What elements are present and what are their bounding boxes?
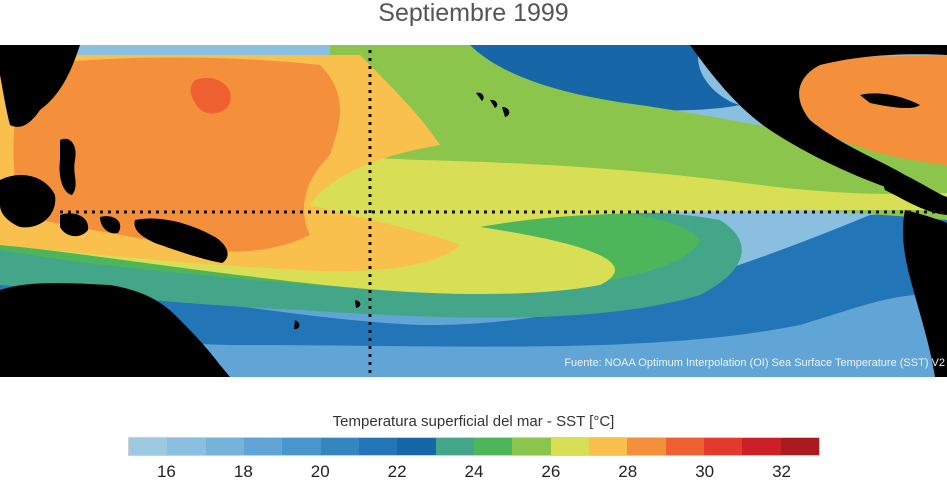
colorbar-swatch (282, 438, 321, 455)
colorbar-swatch (129, 438, 168, 455)
colorbar-tick-label: 16 (156, 462, 176, 481)
sst-band-tropics-22 (0, 210, 947, 347)
map-title: Septiembre 1999 (378, 0, 569, 27)
colorbar-tick-label: 18 (233, 462, 253, 481)
sst-band-caribbean (789, 55, 947, 165)
colorbar (128, 437, 820, 456)
colorbar-tick-label: 24 (464, 462, 484, 481)
land-cuba (860, 93, 920, 109)
colorbar-swatch (358, 438, 398, 455)
sst-band-29 (13, 57, 340, 252)
colorbar-tick-label: 30 (695, 462, 715, 481)
sst-band-30-hotspot (190, 77, 231, 114)
colorbar-swatch (665, 438, 704, 455)
colorbar-tick-label: 26 (541, 462, 561, 481)
land-borneo (0, 175, 56, 228)
land-south-america (902, 210, 947, 377)
colorbar-tick-label: 32 (772, 462, 792, 481)
colorbar-swatch (167, 438, 206, 455)
land-central-america (880, 175, 947, 215)
land-asia (0, 45, 80, 127)
colorbar-swatch (473, 438, 513, 455)
colorbar-ticks: 16 18 20 22 24 26 28 30 32 (128, 462, 820, 481)
colorbar-swatch (588, 438, 628, 455)
colorbar-title: Temperatura superficial del mar - SST [°… (332, 413, 615, 430)
colorbar-swatch (397, 438, 436, 455)
colorbar-tick-label: 28 (618, 462, 638, 481)
sst-map: Fuente: NOAA Optimum Interpolation (OI) … (0, 45, 947, 377)
colorbar-swatch (205, 438, 244, 455)
land-philippines (59, 138, 76, 195)
colorbar-tick-label: 20 (310, 462, 330, 481)
land-australia (0, 282, 230, 377)
colorbar-swatch (627, 438, 666, 455)
colorbar-swatch (703, 438, 743, 455)
source-attribution: Fuente: NOAA Optimum Interpolation (OI) … (564, 357, 945, 369)
colorbar-swatch (512, 438, 551, 455)
colorbar-swatch (320, 438, 359, 455)
land-north-america (690, 45, 947, 205)
sst-map-canvas (0, 45, 947, 377)
colorbar-swatch (780, 438, 819, 455)
colorbar-swatch (742, 438, 781, 455)
land-hawaii (476, 92, 510, 117)
colorbar-swatch (550, 438, 589, 455)
land-indonesia-islands (60, 213, 121, 237)
land-new-guinea (134, 218, 228, 263)
colorbar-swatch (243, 438, 283, 455)
colorbar-tick-label: 22 (387, 462, 407, 481)
colorbar-swatch (435, 438, 474, 455)
